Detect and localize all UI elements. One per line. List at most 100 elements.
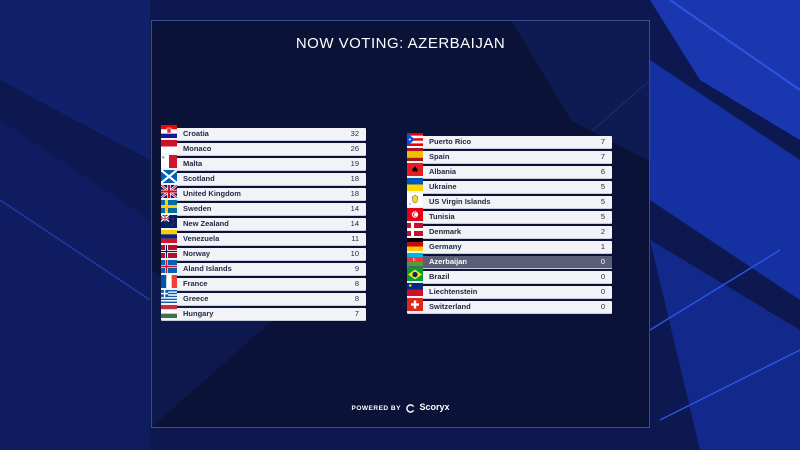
country-name: New Zealand — [183, 219, 229, 228]
sweden-flag-icon — [161, 200, 177, 213]
puertorico-flag-icon — [407, 133, 423, 146]
scoreboard-row-spain: Spain 7 — [407, 148, 612, 163]
scoreboard-row-switzerland: Switzerland 0 — [407, 298, 612, 313]
france-flag-icon — [161, 275, 177, 288]
denmark-flag-icon — [407, 223, 423, 236]
country-points: 5 — [600, 182, 605, 191]
scoryx-logo-icon — [406, 403, 416, 413]
croatia-flag-icon — [161, 125, 177, 138]
venezuela-flag-icon — [161, 230, 177, 243]
scoreboard-row-nz: New Zealand 14 — [161, 215, 366, 230]
country-points: 0 — [600, 257, 605, 266]
tunisia-flag-icon — [407, 208, 423, 221]
scoreboard-row-france: France 8 — [161, 275, 366, 290]
liechtenstein-flag-icon — [407, 283, 423, 296]
germany-flag-icon — [407, 238, 423, 251]
voting-title: NOW VOTING: AZERBAIJAN — [295, 35, 506, 52]
country-name: Denmark — [429, 227, 462, 236]
country-points: 18 — [350, 174, 359, 183]
powered-by-footer: POWERED BY Scoryx — [152, 402, 649, 413]
country-name: Hungary — [183, 309, 214, 318]
country-name: Spain — [429, 152, 450, 161]
hungary-flag-icon — [161, 305, 177, 318]
scoreboard-row-venezuela: Venezuela 11 — [161, 230, 366, 245]
brazil-flag-icon — [407, 268, 423, 281]
malta-flag-icon — [161, 155, 177, 168]
country-name: Greece — [183, 294, 209, 303]
scoreboard-row-azerbaijan: Azerbaijan 0 — [407, 253, 612, 268]
country-name: Azerbaijan — [429, 257, 467, 266]
country-name: Albania — [429, 167, 457, 176]
country-points: 9 — [354, 264, 359, 273]
country-points: 5 — [600, 197, 605, 206]
country-name: Liechtenstein — [429, 287, 478, 296]
country-name: Sweden — [183, 204, 212, 213]
svg-text:V: V — [409, 202, 411, 206]
scoreboard-row-brazil: Brazil 0 — [407, 268, 612, 283]
country-points: 5 — [600, 212, 605, 221]
country-points: 6 — [600, 167, 605, 176]
country-points: 10 — [350, 249, 359, 258]
scoreboard-row-usvi: V US Virgin Islands 5 — [407, 193, 612, 208]
nz-flag-icon — [161, 215, 177, 228]
scoreboard-row-greece: Greece 8 — [161, 290, 366, 305]
albania-flag-icon — [407, 163, 423, 176]
norway-flag-icon — [161, 245, 177, 258]
country-name: Monaco — [183, 144, 212, 153]
scoreboard-panel: NOW VOTING: AZERBAIJAN Croatia 32 Monaco 26… — [151, 20, 650, 428]
country-points: 0 — [600, 302, 605, 311]
country-name: Switzerland — [429, 302, 471, 311]
country-points: 7 — [354, 309, 359, 318]
greece-flag-icon — [161, 290, 177, 303]
powered-by-label: POWERED BY — [351, 405, 401, 412]
scoreboard-row-puertorico: Puerto Rico 7 — [407, 133, 612, 148]
country-points: 18 — [350, 189, 359, 198]
country-points: 19 — [350, 159, 359, 168]
country-name: Tunisia — [429, 212, 455, 221]
country-name: France — [183, 279, 208, 288]
scoreboard-row-monaco: Monaco 26 — [161, 140, 366, 155]
scotland-flag-icon — [161, 170, 177, 183]
country-name: Norway — [183, 249, 211, 258]
aland-flag-icon — [161, 260, 177, 273]
country-points: 26 — [350, 144, 359, 153]
country-points: 1 — [600, 242, 605, 251]
uk-flag-icon — [161, 185, 177, 198]
scoreboard-row-hungary: Hungary 7 — [161, 305, 366, 320]
azerbaijan-flag-icon — [407, 253, 423, 266]
switzerland-flag-icon — [407, 298, 423, 311]
country-points: 11 — [351, 234, 359, 243]
scoreboard-row-sweden: Sweden 14 — [161, 200, 366, 215]
country-name: Scotland — [183, 174, 215, 183]
usvi-flag-icon: V — [407, 193, 423, 206]
country-name: Croatia — [183, 129, 209, 138]
country-name: Puerto Rico — [429, 137, 472, 146]
country-points: 8 — [354, 294, 359, 303]
country-name: Venezuela — [183, 234, 220, 243]
country-points: 14 — [350, 219, 359, 228]
country-name: Aland Islands — [183, 264, 232, 273]
country-points: 0 — [600, 287, 605, 296]
scoreboard-row-uk: United Kingdom 18 — [161, 185, 366, 200]
scoreboard-row-malta: Malta 19 — [161, 155, 366, 170]
country-points: 0 — [600, 272, 605, 281]
scoreboard-row-germany: Germany 1 — [407, 238, 612, 253]
country-points: 2 — [600, 227, 605, 236]
scoreboard-row-tunisia: Tunisia 5 — [407, 208, 612, 223]
country-points: 7 — [600, 152, 605, 161]
country-points: 8 — [354, 279, 359, 288]
scoreboard-row-liechtenstein: Liechtenstein 0 — [407, 283, 612, 298]
scoreboard-row-aland: Aland Islands 9 — [161, 260, 366, 275]
monaco-flag-icon — [161, 140, 177, 153]
country-points: 14 — [350, 204, 359, 213]
country-points: 7 — [600, 137, 605, 146]
country-name: United Kingdom — [183, 189, 241, 198]
country-name: Ukraine — [429, 182, 457, 191]
country-name: Malta — [183, 159, 203, 168]
spain-flag-icon — [407, 148, 423, 161]
scoreboard-row-croatia: Croatia 32 — [161, 125, 366, 140]
scoreboard-row-ukraine: Ukraine 5 — [407, 178, 612, 193]
scoreboard-row-norway: Norway 10 — [161, 245, 366, 260]
scoreboard-row-denmark: Denmark 2 — [407, 223, 612, 238]
country-name: Brazil — [429, 272, 450, 281]
